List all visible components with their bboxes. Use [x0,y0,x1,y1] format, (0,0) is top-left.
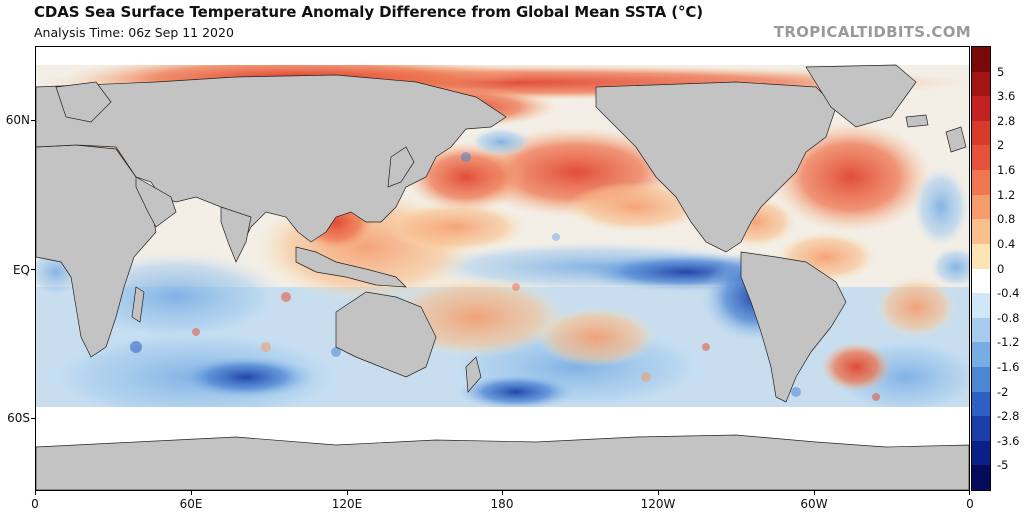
lat-label-60s: 60S [7,411,30,425]
colorbar-label: 0 [997,261,1005,276]
lat-label-eq: EQ [12,263,30,277]
colorbar-segment [972,268,990,294]
lon-label-60e: 60E [179,497,203,511]
colorbar-label: -3.6 [997,433,1020,448]
lat-label-60n: 60N [5,113,30,127]
colorbar-segment [972,219,990,245]
lat-tick-60s [31,418,35,419]
colorbar-label: 0.4 [997,236,1016,251]
australia-land [335,291,437,378]
colorbar-label: -2 [997,384,1009,399]
lon-label-180: 180 [490,497,514,511]
brand-watermark: TROPICALTIDBITS.COM [773,23,971,41]
lon-tick-60e [191,491,192,495]
colorbar-label: 0.8 [997,212,1016,227]
colorbar-segment [972,440,990,466]
colorbar-segment [972,391,990,417]
lon-label-120e: 120E [331,497,363,511]
colorbar-segment [972,416,990,442]
colorbar-segment [972,145,990,171]
scandinavia-land [55,81,112,123]
colorbar-label: 2 [997,138,1005,153]
lon-label-0-east: 0 [966,497,974,511]
colorbar-segment [972,243,990,269]
colorbar-segment [972,194,990,220]
colorbar-label: 5 [997,64,1005,79]
map-title: CDAS Sea Surface Temperature Anomaly Dif… [34,3,704,21]
colorbar [971,46,991,491]
japan-land [387,146,415,188]
lat-tick-60n [31,120,35,121]
iceland-land [905,114,929,128]
india-land [220,206,252,263]
colorbar-segment [972,96,990,122]
colorbar-segment [972,342,990,368]
greenland-land [805,64,917,128]
colorbar-label: 1.6 [997,163,1016,178]
colorbar-segment [972,366,990,393]
madagascar-land [131,286,145,323]
sst-anomaly-map [35,46,970,491]
antarctica-land [36,434,969,490]
arabia-land [135,176,177,228]
colorbar-segment [972,293,990,319]
arctic-sea-ice [36,47,969,65]
lon-tick-120w [658,491,659,495]
colorbar-label: 3.6 [997,89,1016,104]
british-isles-land [945,126,967,153]
lon-label-120w: 120W [640,497,676,511]
lon-tick-60w [814,491,815,495]
lon-tick-0-east [969,491,970,495]
lon-tick-120e [347,491,348,495]
colorbar-label: -2.8 [997,409,1020,424]
colorbar-label: -5 [997,458,1009,473]
colorbar-segment [972,71,990,97]
colorbar-label: -0.4 [997,286,1020,301]
land-masses [36,64,969,490]
maritime-continent-land [295,246,407,288]
colorbar-label: -0.8 [997,310,1020,325]
colorbar-segment [972,465,990,491]
lat-tick-eq [31,269,35,270]
colorbar-segment [972,317,990,343]
colorbar-segment [972,170,990,196]
colorbar-label: -1.2 [997,335,1020,350]
north-america-land [595,81,837,253]
lon-label-0-west: 0 [31,497,39,511]
colorbar-segment [972,47,990,73]
lon-label-60w: 60W [800,497,828,511]
colorbar-label: -1.6 [997,359,1020,374]
lon-tick-0 [35,491,36,495]
colorbar-segment [972,120,990,146]
analysis-time: Analysis Time: 06z Sep 11 2020 [34,25,234,40]
colorbar-label: 1.2 [997,187,1016,202]
new-zealand-land [465,356,482,393]
colorbar-label: 2.8 [997,113,1016,128]
south-america-land [740,251,847,403]
lon-tick-180 [502,491,503,495]
africa-land [36,144,157,358]
